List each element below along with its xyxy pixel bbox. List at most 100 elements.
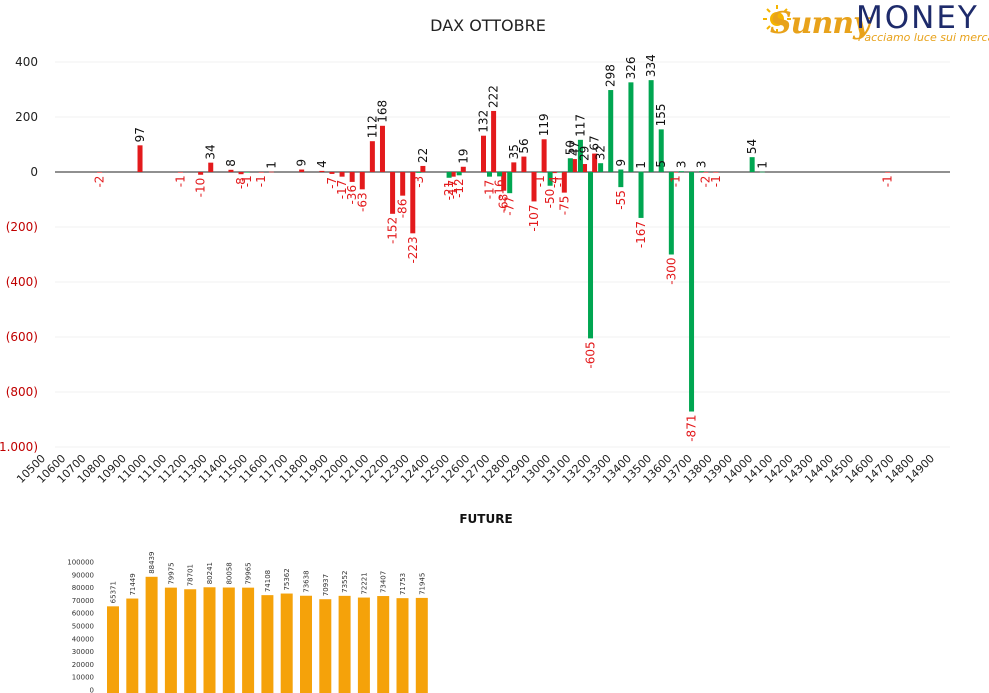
bar — [699, 171, 705, 172]
data-label: 1 — [755, 161, 769, 169]
bar — [410, 172, 416, 234]
future-data-label: 73407 — [380, 571, 388, 593]
bar — [198, 172, 204, 175]
bar — [487, 172, 492, 177]
bar — [137, 145, 143, 172]
data-label: -300 — [664, 258, 678, 285]
future-data-label: 74108 — [264, 570, 272, 592]
bar — [507, 172, 513, 194]
future-y-tick-label: 100000 — [67, 559, 94, 567]
data-label: -871 — [685, 415, 699, 442]
bar — [618, 172, 624, 188]
bar — [618, 169, 624, 172]
bar — [238, 172, 244, 175]
logo-money-text: MONEY — [856, 0, 979, 36]
bar — [460, 166, 466, 172]
future-data-label: 80058 — [225, 562, 233, 584]
future-bar — [242, 587, 255, 693]
future-bar — [203, 587, 216, 693]
data-label: 8 — [224, 159, 238, 167]
bar — [511, 162, 517, 172]
bar — [551, 172, 557, 174]
y-tick-label: (800) — [6, 385, 38, 399]
data-label: 117 — [573, 114, 587, 137]
future-bar — [319, 599, 332, 693]
y-tick-label: 0 — [30, 165, 38, 179]
data-label: 19 — [456, 148, 470, 163]
bar — [577, 139, 583, 172]
data-label: 222 — [487, 85, 501, 108]
future-bar — [357, 597, 370, 693]
data-label: -75 — [557, 196, 571, 216]
data-label: -63 — [355, 192, 369, 212]
bar — [319, 170, 325, 172]
future-data-label: 79965 — [245, 562, 253, 584]
chart-title: DAX OTTOBRE — [430, 16, 546, 35]
data-label: 5 — [654, 160, 668, 168]
future-y-tick-label: 10000 — [72, 674, 94, 682]
data-label: 4 — [315, 160, 329, 168]
bar — [420, 165, 426, 172]
bars — [97, 80, 891, 412]
data-label: -1 — [881, 175, 895, 187]
data-label: 47 — [567, 141, 581, 156]
bar — [349, 172, 355, 182]
bar — [379, 125, 385, 172]
data-label: -2 — [699, 176, 713, 188]
future-y-tick-label: 80000 — [72, 584, 94, 592]
future-bar — [261, 595, 274, 693]
data-label: -1 — [533, 175, 547, 187]
data-label: 56 — [517, 138, 531, 153]
data-label: -1 — [709, 175, 723, 187]
future-y-tick-label: 20000 — [72, 661, 94, 669]
data-label: 112 — [365, 115, 379, 138]
bar — [359, 172, 365, 190]
future-y-tick-label: 0 — [90, 687, 94, 693]
data-label: 334 — [644, 54, 658, 77]
bar — [678, 171, 684, 172]
bar — [228, 169, 234, 172]
data-label: 54 — [745, 139, 759, 154]
bar — [208, 162, 214, 172]
data-label: 97 — [133, 127, 147, 142]
bar — [446, 172, 452, 178]
bar — [491, 110, 497, 172]
bar — [244, 172, 250, 173]
sunny-money-logo: Sunny MONEY Facciamo luce sui mercati — [762, 0, 989, 48]
bar — [531, 172, 537, 202]
logo-tagline: Facciamo luce sui mercati — [858, 31, 989, 44]
data-label: 9 — [295, 159, 309, 167]
bar — [299, 169, 305, 172]
data-label: -17 — [483, 180, 497, 200]
bar — [258, 172, 264, 173]
future-y-tick-label: 40000 — [72, 635, 94, 643]
future-bar — [222, 587, 235, 693]
data-label: -12 — [452, 178, 466, 198]
data-label: -21 — [442, 181, 456, 201]
bar — [689, 172, 695, 412]
data-label: -68 — [497, 194, 511, 214]
future-y-axis: 0 10000 20000 30000 40000 50000 60000 70000 8000… — [67, 559, 94, 693]
bar — [608, 90, 614, 172]
data-label: -2 — [93, 176, 107, 188]
bar — [592, 153, 598, 172]
bar — [759, 171, 765, 173]
future-data-label: 80241 — [206, 562, 214, 584]
bar — [703, 172, 709, 173]
y-tick-label: (400) — [6, 275, 38, 289]
data-label: 50 — [563, 140, 577, 155]
data-label: 34 — [204, 144, 218, 159]
y-axis: 400 200 0 (200) (400) (600) (800) (1.000) — [0, 55, 38, 454]
dax-ottobre-chart: DAX OTTOBRE 400 200 0 (200) (400) (600) (800) (… — [0, 16, 950, 486]
data-label: 3 — [695, 161, 709, 169]
future-bar — [107, 606, 119, 693]
bar — [390, 172, 396, 214]
bar — [885, 172, 891, 173]
bar — [598, 163, 604, 172]
bar — [628, 82, 634, 172]
data-label: -16 — [493, 179, 507, 199]
data-label: 168 — [375, 100, 389, 123]
grid-lines — [55, 61, 950, 448]
y-tick-label: (600) — [6, 330, 38, 344]
